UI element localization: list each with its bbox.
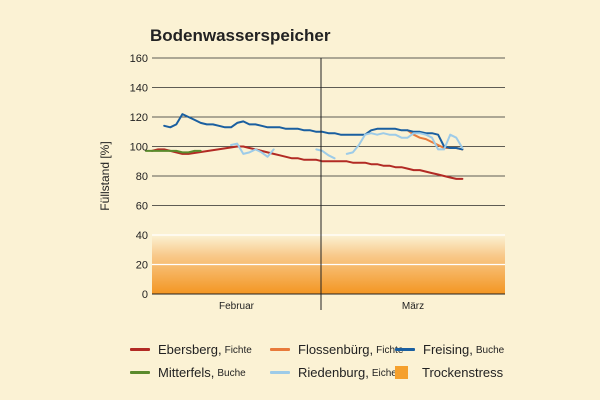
legend-swatch (130, 348, 150, 351)
legend-swatch (270, 371, 290, 374)
legend-sublabel: Buche (475, 345, 505, 356)
y-tick-label: 20 (136, 260, 148, 272)
legend-label: Trockenstress (422, 365, 504, 380)
y-tick-label: 140 (130, 83, 148, 95)
series-line-riedenburg-1 (230, 142, 275, 158)
legend-sublabel: Eiche (371, 368, 397, 379)
legend-label: Mitterfels, (158, 365, 215, 380)
legend-item: Riedenburg, Eiche (270, 365, 397, 380)
y-tick-label: 60 (136, 201, 148, 213)
x-category-label: Februar (219, 301, 255, 312)
series-line-riedenburg-2 (315, 148, 336, 160)
legend-swatch (395, 366, 408, 379)
legend-label: Flossenbürg, (298, 342, 374, 357)
y-axis-label: Füllstand [%] (98, 141, 112, 210)
legend-label: Ebersberg, (158, 342, 222, 357)
y-tick-label: 100 (130, 142, 148, 154)
x-category-label: März (402, 301, 424, 312)
y-tick-label: 40 (136, 230, 148, 242)
legend-item: Trockenstress (395, 365, 503, 380)
y-tick-label: 120 (130, 112, 148, 124)
chart-title: Bodenwasserspeicher (150, 26, 331, 45)
legend-sublabel: Fichte (224, 345, 252, 356)
y-tick-label: 160 (130, 53, 148, 65)
series-line-riedenburg-3 (345, 132, 464, 155)
legend-sublabel: Buche (217, 368, 246, 379)
series-line-mitterfels (144, 149, 202, 154)
legend-swatch (130, 371, 150, 374)
legend-item: Ebersberg, Fichte (130, 342, 252, 357)
legend-sublabel: Fichte (376, 345, 404, 356)
y-tick-label: 80 (136, 171, 148, 183)
legend-item: Freising, Buche (395, 342, 504, 357)
legend-label: Riedenburg, (298, 365, 369, 380)
legend-item: Mitterfels, Buche (130, 365, 246, 380)
legend-label: Freising, (423, 342, 473, 357)
series-line-freising (163, 113, 464, 151)
legend-swatch (395, 348, 415, 351)
y-tick-label: 0 (142, 289, 148, 301)
legend-item: Flossenbürg, Fichte (270, 342, 403, 357)
legend-swatch (270, 348, 290, 351)
